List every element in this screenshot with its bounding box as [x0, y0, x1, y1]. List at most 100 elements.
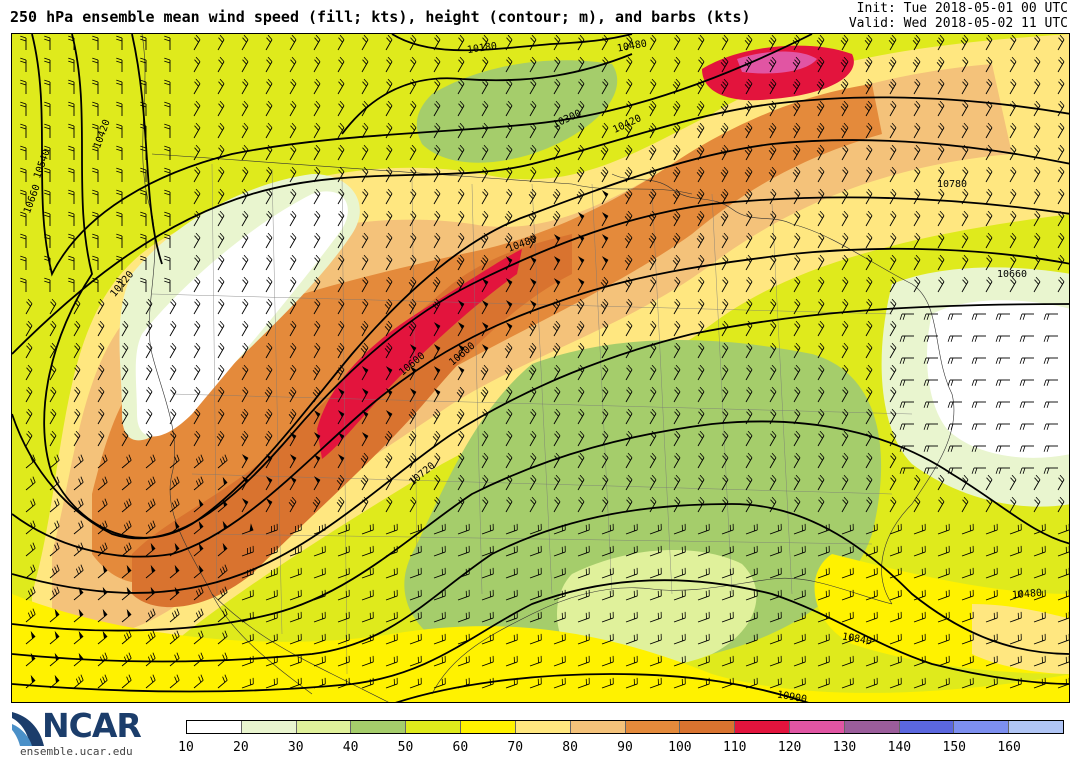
wind-barb-staff: [169, 503, 180, 513]
wind-barb-staff: [985, 215, 993, 227]
wind-barb-feather: [698, 59, 703, 65]
wind-barb-feather: [336, 348, 342, 354]
wind-barb-feather: [722, 389, 727, 395]
wind-barb-feather: [771, 166, 777, 172]
wind-barb-staff: [985, 193, 993, 205]
wind-barb-feather: [363, 56, 369, 62]
wind-barb-feather: [458, 455, 463, 461]
wind-barb-staff: [241, 105, 249, 117]
legend-swatch-60: [461, 721, 516, 733]
wind-barb-feather: [768, 84, 774, 90]
wind-barb-feather: [243, 210, 249, 216]
wind-barb-feather: [699, 210, 705, 216]
wind-barb-feather: [986, 257, 991, 263]
wind-barb-feather: [627, 188, 633, 194]
wind-barb-staff: [673, 617, 686, 623]
wind-barb-feather: [554, 213, 559, 219]
wind-barb-feather: [794, 389, 799, 395]
wind-barb-flag: [265, 454, 272, 462]
wind-barb-feather: [218, 323, 223, 329]
wind-barb-feather: [386, 125, 391, 131]
wind-barb-feather: [200, 674, 204, 681]
wind-barb-feather: [336, 370, 342, 376]
wind-barb-feather: [794, 279, 799, 285]
wind-barb-feather: [1019, 313, 1023, 320]
wind-barb-feather: [386, 37, 391, 43]
wind-barb-staff: [553, 457, 561, 469]
wind-barb-staff: [529, 105, 537, 117]
wind-barb-staff: [337, 39, 345, 51]
wind-barb-feather: [699, 496, 705, 502]
wind-barb-staff: [913, 551, 926, 557]
wind-barb-feather: [819, 34, 825, 40]
wind-barb-staff: [1009, 683, 1022, 689]
wind-barb-feather: [866, 367, 871, 373]
wind-barb-feather: [923, 335, 927, 342]
wind-barb-feather: [915, 474, 921, 480]
wind-barb-feather: [483, 364, 489, 370]
wind-barb-feather: [699, 364, 705, 370]
wind-barb-staff: [313, 661, 326, 667]
wind-barb-feather: [950, 423, 954, 430]
contour-10660-a: [12, 247, 1069, 558]
wind-barb-feather: [626, 411, 631, 417]
wind-barb-flag: [150, 564, 156, 573]
wind-barb-feather: [20, 236, 27, 240]
wind-barb-feather: [891, 122, 897, 128]
wind-barb-feather: [651, 144, 657, 150]
wind-barb-feather: [747, 342, 753, 348]
wind-barb-feather: [947, 401, 951, 408]
wind-barb-feather: [1011, 34, 1017, 40]
wind-barb-feather: [360, 326, 366, 332]
wind-barb-feather: [315, 210, 321, 216]
wind-barb-feather: [1035, 474, 1041, 480]
wind-barb-feather: [174, 654, 178, 661]
wind-barb-feather: [92, 38, 99, 42]
wind-barb-feather: [723, 100, 729, 106]
wind-barb-flag: [577, 256, 584, 264]
wind-barb-feather: [819, 100, 825, 106]
wind-barb-staff: [217, 171, 225, 183]
wind-barb-feather: [387, 78, 393, 84]
wind-map[interactable]: 10180 10420 10540 10660 10120 10300 10480 10480…: [11, 33, 1070, 703]
wind-barb-feather: [842, 59, 847, 65]
wind-barb-feather: [506, 411, 511, 417]
wind-barb-feather: [116, 145, 123, 149]
ncar-url[interactable]: ensemble.ucar.edu: [20, 745, 133, 758]
wind-barb-feather: [746, 477, 751, 483]
wind-barb-feather: [650, 191, 655, 197]
wind-barb-feather: [434, 59, 439, 65]
wind-barb-staff: [1009, 595, 1022, 601]
wind-barb-staff: [169, 347, 177, 359]
wind-barb-feather: [507, 342, 513, 348]
wind-barb-feather: [675, 386, 681, 392]
wind-barb-feather: [362, 191, 367, 197]
wind-barb-feather: [744, 106, 750, 112]
legend-label: 150: [942, 740, 966, 755]
wind-barb-staff: [217, 127, 225, 139]
wind-barb-flag: [265, 498, 272, 506]
wind-barb-feather: [164, 126, 171, 130]
wind-barb-feather: [891, 320, 897, 326]
wind-barb-feather: [578, 81, 583, 87]
wind-barb-feather: [698, 367, 703, 373]
legend-labels: 10 20 30 40 50 60 70 80 90 100 110 120 130 140 150 160: [178, 740, 1064, 756]
wind-barb-staff: [889, 105, 897, 117]
wind-barb-feather: [459, 56, 465, 62]
wind-barb-feather: [267, 298, 273, 304]
wind-barb-feather: [1034, 235, 1039, 241]
wind-barb-feather: [339, 166, 345, 172]
wind-barb-feather: [68, 167, 75, 171]
wind-barb-feather: [795, 56, 801, 62]
wind-barb-feather: [176, 476, 180, 483]
wind-barb-feather: [458, 125, 463, 131]
wind-barb-feather: [50, 367, 55, 373]
wind-barb-feather: [174, 500, 178, 507]
wind-barb-staff: [601, 391, 609, 403]
wind-barb-feather: [722, 323, 727, 329]
wind-barb-staff: [793, 573, 806, 579]
wind-barb-feather: [555, 496, 561, 502]
wind-barb-feather: [242, 125, 247, 131]
wind-barb-feather: [624, 150, 630, 156]
wind-barb-staff: [817, 237, 825, 249]
